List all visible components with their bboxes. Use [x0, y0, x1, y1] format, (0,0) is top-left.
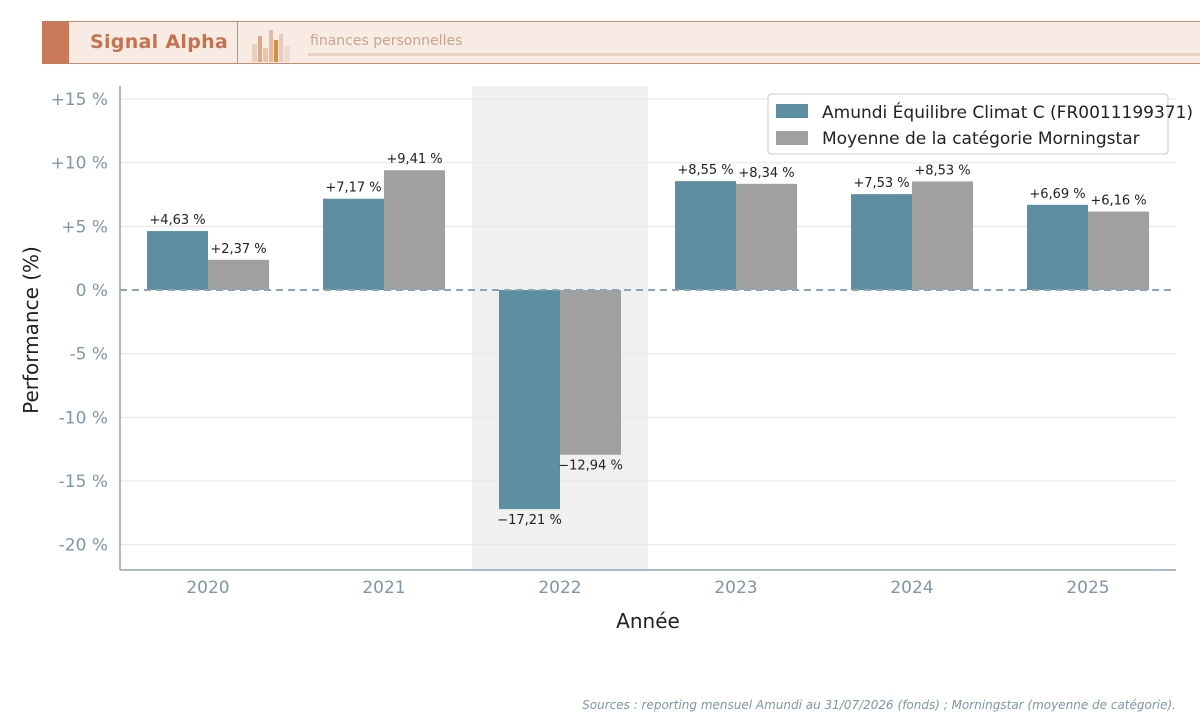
data-label-category-2025: +6,16 %	[1090, 194, 1146, 209]
y-tick-label: +5 %	[61, 217, 108, 237]
y-tick-label: -5 %	[69, 345, 108, 365]
legend-frame	[767, 93, 1169, 155]
gridlines	[120, 98, 1176, 546]
y-tick-label: -20 %	[59, 536, 108, 556]
bar-category-2025	[1088, 211, 1149, 290]
data-label-category-2020: +2,37 %	[210, 242, 266, 257]
y-tick-label: -15 %	[59, 472, 108, 492]
data-label-fund-2024: +7,53 %	[853, 176, 909, 191]
bar-chart-logo-icon	[252, 30, 290, 62]
bar-category-2020	[208, 259, 269, 290]
bars-layer	[147, 170, 1149, 510]
data-label-fund-2021: +7,17 %	[325, 181, 381, 196]
data-label-fund-2023: +8,55 %	[677, 163, 733, 178]
x-axis-label: Année	[616, 609, 680, 633]
legend-swatch-category	[776, 131, 808, 145]
performance-chart: +4,63 % +2,37 % +7,17 % +9,41 % −17,21 % −12,…	[19, 86, 1193, 633]
legend-label-category: Moyenne de la catégorie Morningstar	[822, 129, 1140, 149]
bar-fund-2025	[1027, 204, 1088, 290]
y-tick-label: +15 %	[51, 90, 108, 110]
data-label-category-2024: +8,53 %	[914, 163, 970, 178]
y-tick-label: +10 %	[51, 154, 108, 174]
data-label-category-2022: −12,94 %	[558, 459, 623, 474]
data-label-fund-2022: −17,21 %	[497, 513, 562, 528]
data-label-category-2023: +8,34 %	[738, 166, 794, 181]
x-tick-label: 2022	[538, 578, 581, 598]
data-label-category-2021: +9,41 %	[386, 152, 442, 167]
x-tick-label: 2021	[362, 578, 405, 598]
site-header: Signal Alpha finances personnelles	[42, 21, 1200, 64]
chart-legend: Amundi Équilibre Climat C (FR0011199371)…	[767, 93, 1193, 155]
data-label-fund-2025: +6,69 %	[1029, 187, 1085, 202]
axes: +15 % +10 % +5 % 0 % -5 % -10 % -15 % -20 % 2020…	[51, 86, 1176, 598]
x-tick-label: 2020	[186, 578, 229, 598]
data-labels-layer: +4,63 % +2,37 % +7,17 % +9,41 % −17,21 % −12,…	[149, 152, 1146, 528]
x-tick-label: 2023	[714, 578, 757, 598]
legend-label-fund: Amundi Équilibre Climat C (FR0011199371)	[822, 101, 1193, 123]
bar-category-2024	[912, 181, 973, 290]
x-tick-label: 2025	[1066, 578, 1109, 598]
bar-category-2021	[384, 170, 445, 290]
bar-category-2022	[560, 290, 621, 455]
tagline-underline	[308, 53, 1200, 56]
brand-color-block	[42, 21, 69, 64]
y-tick-label: -10 %	[59, 408, 108, 428]
x-tick-label: 2024	[890, 578, 933, 598]
y-tick-label: 0 %	[76, 281, 108, 301]
sources-note: Sources : reporting mensuel Amundi au 31…	[582, 698, 1176, 712]
brand-name[interactable]: Signal Alpha	[90, 31, 229, 53]
bar-fund-2021	[323, 198, 384, 290]
header-divider	[237, 22, 238, 63]
data-label-fund-2020: +4,63 %	[149, 213, 205, 228]
legend-swatch-fund	[776, 104, 808, 118]
y-axis-label: Performance (%)	[19, 246, 43, 414]
bar-fund-2020	[147, 231, 208, 290]
bar-category-2023	[736, 183, 797, 290]
bar-fund-2023	[675, 181, 736, 290]
bar-fund-2024	[851, 194, 912, 290]
tagline: finances personnelles	[310, 33, 463, 49]
bar-fund-2022	[499, 290, 560, 510]
